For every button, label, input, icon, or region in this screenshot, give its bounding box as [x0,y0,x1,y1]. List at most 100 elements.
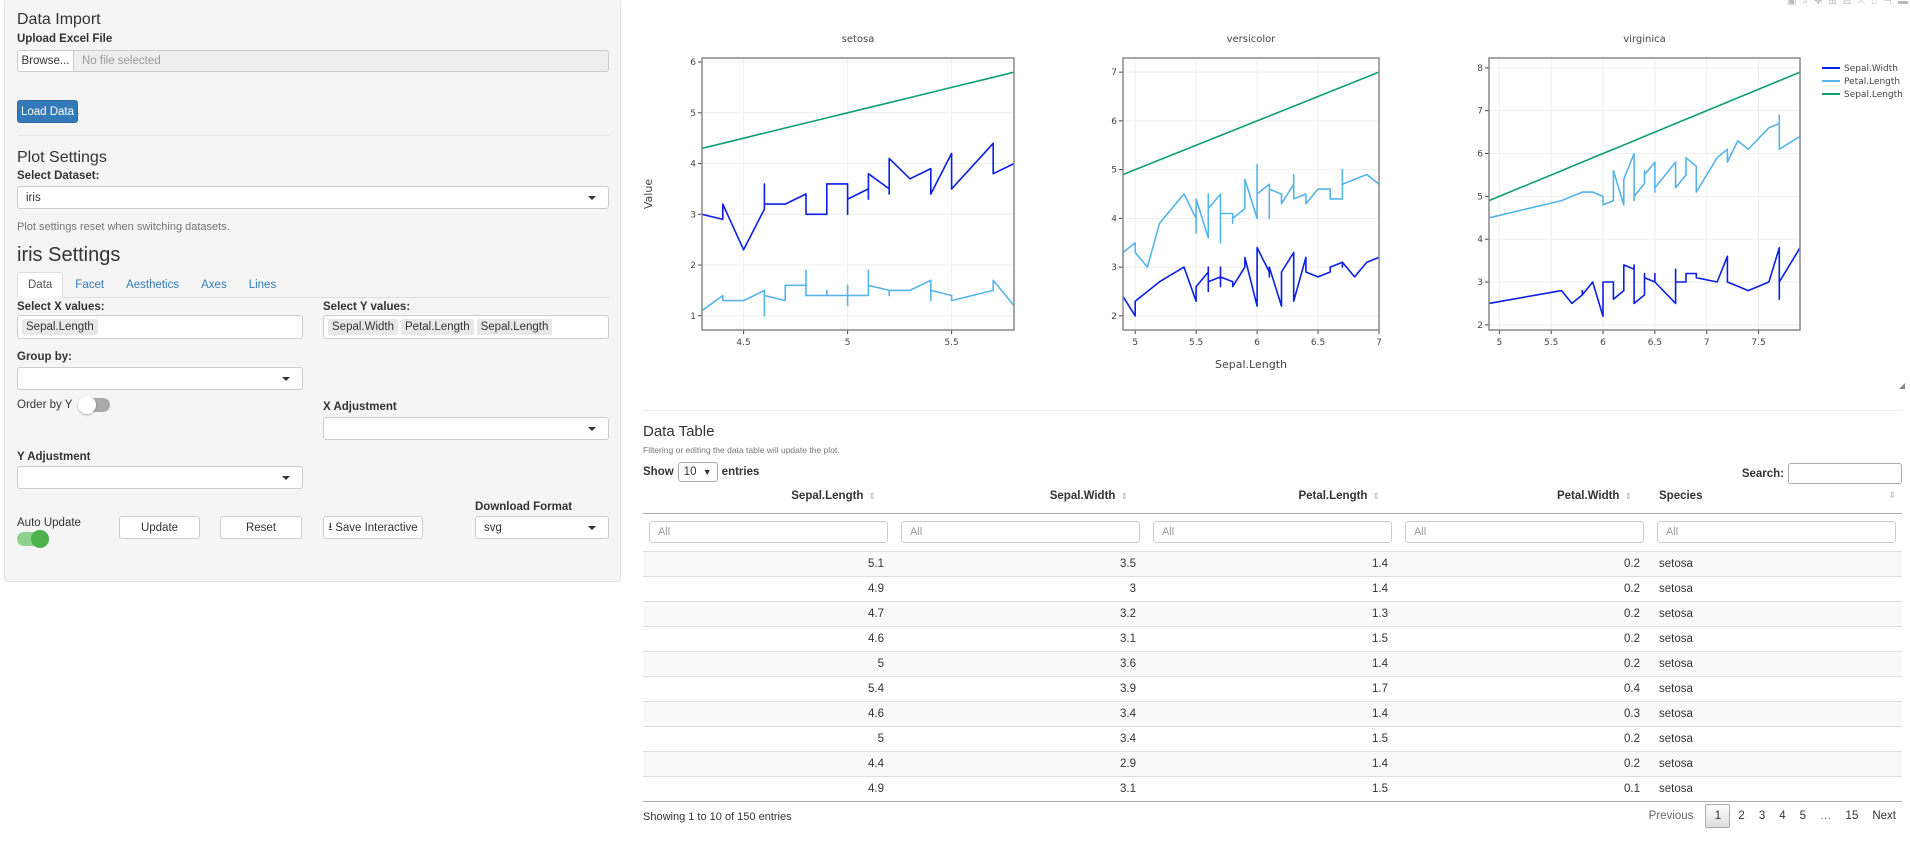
table-row[interactable]: 4.7 3.2 1.3 0.2 setosa [643,601,1902,626]
x-adjustment-select[interactable] [323,417,609,440]
chevron-down-icon: ▼ [702,467,712,477]
x-tick-label: 7 [1376,338,1382,348]
autoscale-icon[interactable]: ⤧ [1857,0,1866,7]
page-length-select[interactable]: 10 ▼ [677,462,718,482]
table-row[interactable]: 4.9 3.1 1.5 0.1 setosa [643,776,1902,801]
auto-update-toggle[interactable] [17,530,49,548]
table-cell: 0.2 [1624,633,1640,645]
column-label: Species [1659,490,1703,502]
y-value-chip[interactable]: Petal.Length [401,319,474,335]
x-tick-label: 6.5 [1648,338,1662,348]
toggle-knob [78,396,97,414]
sort-icon: ⇕ [868,491,876,501]
settings-title: iris Settings [17,244,121,266]
table-cell: 1.5 [1372,633,1388,645]
search-input[interactable] [1788,463,1902,484]
table-cell: setosa [1659,633,1693,645]
x-tick-label: 5.5 [1189,338,1203,348]
filter-species[interactable]: All [1657,521,1896,543]
pagination-page[interactable]: 3 [1758,810,1766,822]
filter-sepal-length[interactable]: All [649,521,888,543]
tab-axes[interactable]: Axes [201,279,227,291]
column-header-species[interactable]: Species ⇕ [1659,490,1896,502]
save-interactive-label: Save Interactive [335,521,418,534]
file-input[interactable]: Browse... No file selected [17,50,609,72]
table-row[interactable]: 5 3.4 1.5 0.2 setosa [643,726,1902,751]
facet-title: setosa [842,34,875,45]
table-cell: 4.6 [868,633,884,645]
data-table-title: Data Table [643,423,715,440]
pagination-page[interactable]: 4 [1779,810,1786,822]
sort-icon: ⇕ [1624,491,1632,501]
x-value-chip[interactable]: Sepal.Length [22,319,98,335]
tab-lines[interactable]: Lines [248,279,277,291]
pagination-next[interactable]: Next [1872,810,1896,822]
x-values-input[interactable]: Sepal.Length [17,315,303,339]
zoom-out-icon[interactable]: ⊟ [1842,0,1852,7]
dataset-select[interactable]: iris [17,186,609,209]
save-interactive-button[interactable]: ⭳ Save Interactive [323,516,423,539]
table-info: Showing 1 to 10 of 150 entries [643,811,792,823]
table-row[interactable]: 4.4 2.9 1.4 0.2 setosa [643,751,1902,776]
tab-data[interactable]: Data [17,272,64,298]
y-values-input[interactable]: Sepal.Width Petal.Length Sepal.Length [323,315,609,339]
x-tick-label: 4.5 [736,338,750,348]
dataset-label: Select Dataset: [17,170,100,182]
table-cell: setosa [1659,733,1693,745]
pagination-previous[interactable]: Previous [1648,810,1694,822]
table-cell: 4.6 [868,708,884,720]
pan-icon[interactable]: ✥ [1814,0,1823,7]
load-data-button[interactable]: Load Data [17,100,78,123]
column-header-sepal-width[interactable]: Sepal.Width ⇕ [1050,490,1128,502]
table-cell: 3.6 [1120,658,1136,670]
tab-aesthetics[interactable]: Aesthetics [126,279,180,291]
y-adjustment-select[interactable] [17,466,303,489]
table-row[interactable]: 4.6 3.1 1.5 0.2 setosa [643,626,1902,651]
facet-title: versicolor [1227,34,1277,45]
filter-petal-width[interactable]: All [1405,521,1644,543]
pagination-page[interactable]: 2 [1738,810,1745,822]
update-button[interactable]: Update [119,516,200,539]
pagination-page[interactable]: 15 [1845,810,1859,822]
table-row[interactable]: 4.6 3.4 1.4 0.3 setosa [643,701,1902,726]
hover-icon[interactable]: ▬ [1898,0,1908,7]
pagination-page[interactable]: 5 [1799,810,1807,822]
zoom-icon[interactable]: ⌕ [1802,0,1809,7]
filter-sepal-width[interactable]: All [901,521,1140,543]
pagination-page-current[interactable]: 1 [1705,804,1731,828]
series-line-sepal-width [701,142,1015,251]
table-cell: 0.2 [1624,583,1640,595]
download-icon: ⭳ [328,521,333,533]
reset-button[interactable]: Reset [220,516,302,539]
y-value-chip[interactable]: Sepal.Length [476,319,553,335]
spike-icon[interactable]: ⊣ [1883,0,1892,7]
table-row[interactable]: 5 3.6 1.4 0.2 setosa [643,651,1902,676]
faceted-line-chart[interactable]: 4.5 5 5.5 1 2 3 4 5 6 setosa 5 5.5 6 6.5 7 2 3 4 5 6 7 versic… [0,0,1910,400]
section-divider [643,410,1902,411]
column-label: Sepal.Width [1049,490,1116,502]
dataset-help-text: Plot settings reset when switching datas… [17,221,230,233]
order-by-y-toggle[interactable] [78,396,111,414]
y-tick-label: 5 [690,109,696,119]
column-header-petal-width[interactable]: Petal.Width ⇕ [1557,490,1632,502]
table-row[interactable]: 5.4 3.9 1.7 0.4 setosa [643,676,1902,701]
y-value-chip[interactable]: Sepal.Width [328,319,399,335]
column-header-sepal-length[interactable]: Sepal.Length ⇕ [791,490,876,502]
table-cell: 1.7 [1372,683,1388,695]
table-row[interactable]: 4.9 3 1.4 0.2 setosa [643,576,1902,601]
dataset-value: iris [26,191,41,204]
resize-handle-icon[interactable] [1899,383,1905,389]
column-header-petal-length[interactable]: Petal.Length ⇕ [1298,490,1380,502]
group-by-select[interactable] [17,367,303,390]
x-tick-label: 7 [1704,338,1710,348]
home-icon[interactable]: ⌂ [1871,0,1878,7]
download-format-select[interactable]: svg [475,516,609,539]
camera-icon[interactable]: ▣ [1787,0,1797,7]
table-row[interactable]: 5.1 3.5 1.4 0.2 setosa [643,551,1902,576]
tab-facet[interactable]: Facet [75,279,105,291]
browse-button[interactable]: Browse... [17,50,74,72]
table-cell: 3.5 [1120,558,1136,570]
series-line-sepal-width [1122,246,1380,317]
filter-petal-length[interactable]: All [1153,521,1392,543]
zoom-in-icon[interactable]: ⊞ [1828,0,1837,7]
